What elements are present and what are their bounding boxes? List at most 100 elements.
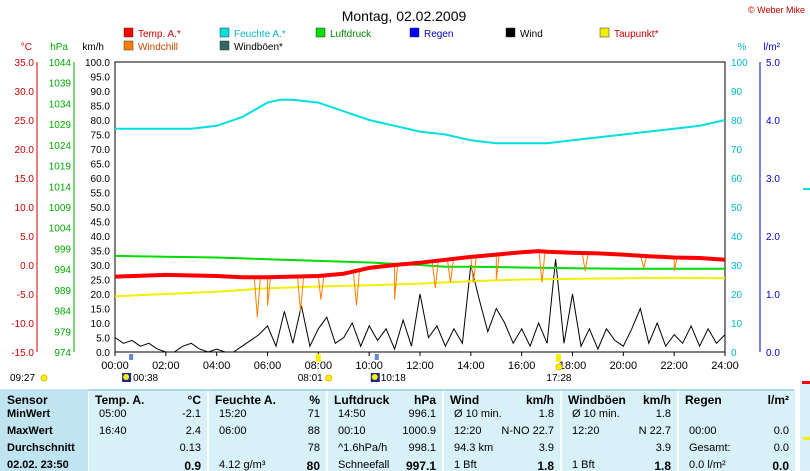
moonset-time: 00:38 [133,373,158,384]
plot-area [114,61,726,353]
legend-swatch [123,40,134,51]
weather-chart: Montag, 02.02.2009 © Weber Mike Temp. A.… [10,5,810,384]
pressure-tick: 974 [54,348,71,359]
rain-axis-label: l/m² [763,42,780,53]
legend-swatch [315,27,326,38]
humidity-axis-label: % [738,42,747,53]
x-tick-label: 10:00 [355,360,383,372]
pressure-tick: 989 [54,286,71,297]
wind-tick: 95.0 [91,73,111,84]
x-tick-label: 14:00 [457,360,485,372]
sunset-marker [555,354,561,362]
sun-icon [325,374,333,382]
x-tick-label: 04:00 [203,360,231,372]
temp-tick: -5.0 [17,290,35,301]
pressure-column-row-value: 997.1 [405,459,436,471]
sensor-row-label: MinWert [7,408,51,420]
humidity-column-unit: % [309,393,320,407]
wind-tick: 35.0 [91,247,111,258]
legend-label: Regen [424,29,453,40]
humidity-tick: 60 [731,174,743,185]
pressure-column: Luftdruck hPa 14:50 996.1 00:10 1000.9 ^1.6hPa… [327,389,442,471]
humidity-column-row-label: 15:20 [219,408,247,420]
x-tick-label: 12:00 [406,360,434,372]
temp-tick: 5.0 [20,232,34,243]
sensor-header: Sensor [7,393,48,407]
legend-label: Temp. A.* [138,29,181,40]
humidity-column-header: Feuchte A. [215,393,276,407]
sun-icon [40,374,48,382]
gust-column: Windböen km/h Ø 10 min. 1.8 12:20 N 22.7 3.9 1 … [561,389,677,471]
pressure-tick: 1024 [49,141,72,152]
legend-label: Luftdruck [330,29,372,40]
humidity-tick: 80 [731,116,743,127]
wind-tick: 100.0 [85,58,110,69]
sun-icon [555,363,563,371]
temp-tick: 10.0 [15,203,35,214]
legend-label: Windchill [138,42,178,53]
humidity-column-row-value: 88 [307,425,320,437]
pressure-tick: 979 [54,327,71,338]
temp-tick: 35.0 [15,58,35,69]
wind-tick: 30.0 [91,261,111,272]
pressure-tick: 1044 [49,58,72,69]
rain-column-row-label: 00:00 [689,425,717,437]
humidity-tick: 20 [731,290,743,301]
table-top-band [88,389,794,391]
x-tick-label: 08:00 [305,360,333,372]
sensor-row-label: Durchschnitt [7,442,75,454]
legend-label: Windböen* [234,42,283,53]
x-tick-label: 06:00 [254,360,282,372]
gust-column-header: Windböen [568,393,626,407]
legend-swatch [599,27,610,38]
temp-tick: 20.0 [15,145,35,156]
pressure-column-header: Luftdruck [334,393,390,407]
pressure-tick: 1014 [49,182,72,193]
gust-column-row-label: Ø 10 min. [572,408,620,420]
pressure-column-row-label: ^1.6hPa/h [338,442,388,454]
rain-column-row-value: 0.0 [772,459,789,471]
temp-column-row-value: 0.9 [184,459,201,471]
humidity-tick: 40 [731,232,743,243]
wind-column-row-value: 3.9 [538,442,554,454]
temp-axis-label: °C [21,42,32,53]
wind-tick: 15.0 [91,305,111,316]
humidity-tick: 10 [731,319,743,330]
temp-column-row-label: 05:00 [99,408,127,420]
pressure-tick: 984 [54,307,71,318]
sunrise-time: 09:27 [10,373,35,384]
pressure-tick: 1009 [49,203,72,214]
wind-tick: 25.0 [91,276,111,287]
temp-column-unit: °C [187,393,201,407]
temp-tick: -10.0 [11,319,34,330]
table-right-edge [800,381,810,471]
rain-tick: 1.0 [766,290,780,301]
humidity-tick: 100 [731,58,748,69]
temp-tick: 0.0 [20,261,34,272]
right-dewpoint-marker [803,437,810,440]
pressure-tick: 1029 [49,120,72,131]
legend-label: Wind [520,29,543,40]
moon-icon-crescent [123,374,130,380]
legend-label: Taupunkt* [614,29,659,40]
gust-column-unit: km/h [642,393,671,407]
wind-column-header: Wind [450,393,480,407]
humidity-column-row-label: 4.12 g/m³ [219,459,266,471]
moonrise-time: 10:18 [381,373,406,384]
wind-tick: 20.0 [91,290,111,301]
x-tick-label: 20:00 [610,360,638,372]
wind-tick: 80.0 [91,116,111,127]
rain-tick: 5.0 [766,58,780,69]
series-wind-line [114,259,726,353]
pressure-column-row-label: Schneefall [338,459,390,471]
sensor-column: Sensor MinWert MaxWert Durchschnitt 02.02. 2… [0,389,88,471]
humidity-tick: 50 [731,203,743,214]
temp-column-row-value: 2.4 [185,425,201,437]
pressure-axis-label: hPa [50,42,68,53]
wind-tick: 70.0 [91,145,111,156]
chart-legend: Temp. A.* Feuchte A.* Luftdruck Regen Wind Ta… [123,27,659,53]
x-tick-label: 24:00 [711,360,739,372]
wind-column-row-value: 1.8 [538,408,554,420]
